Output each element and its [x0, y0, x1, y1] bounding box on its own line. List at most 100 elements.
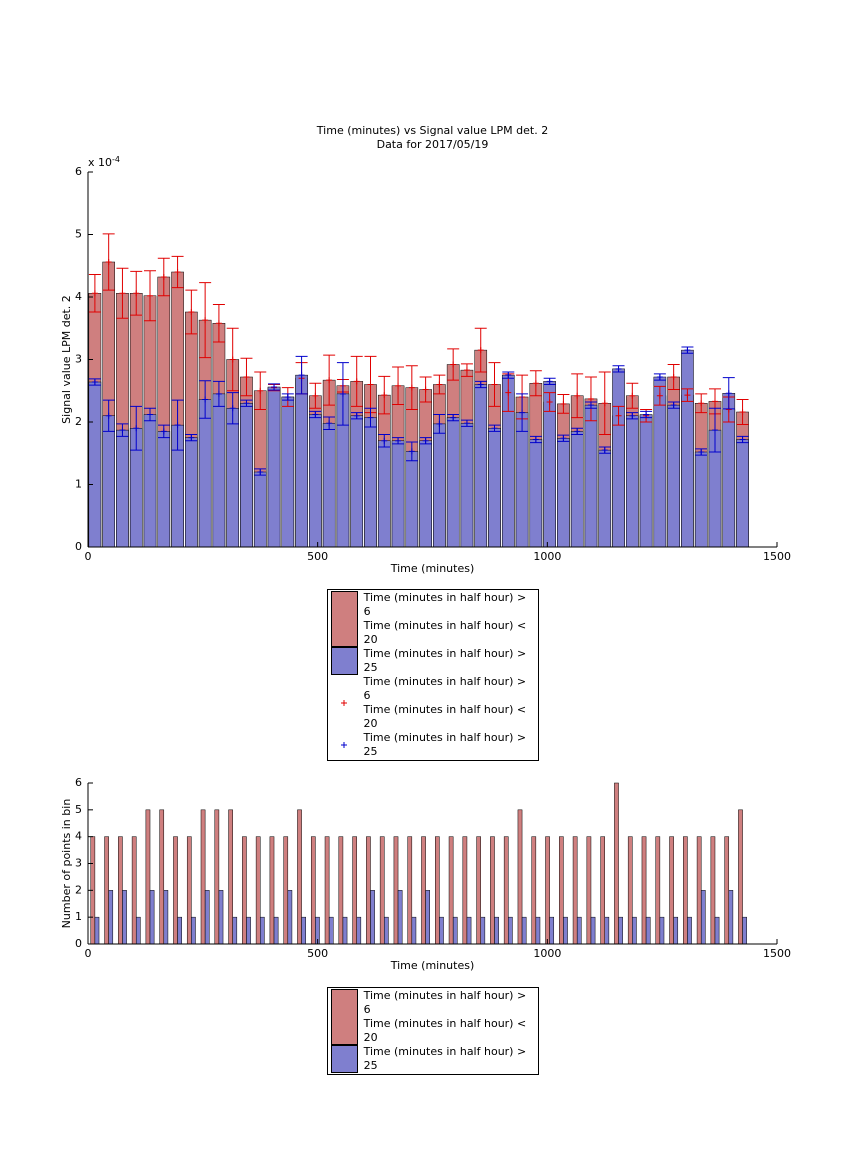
bar [198, 399, 212, 548]
bar [287, 890, 293, 945]
bar [529, 439, 543, 548]
point-marker [463, 367, 470, 374]
bar [88, 381, 102, 548]
legend-entry: Time (minutes in half hour) > 25 [331, 731, 534, 759]
bar [673, 916, 679, 945]
point-marker [160, 428, 167, 435]
bar [515, 412, 529, 548]
point-marker [353, 412, 360, 419]
x-tick-label: 500 [307, 550, 328, 563]
bar [462, 836, 468, 945]
bar [639, 414, 653, 548]
bar [246, 916, 251, 945]
point-marker [739, 409, 746, 415]
point-marker [450, 361, 457, 368]
bar [433, 423, 446, 548]
legend-entry: Time (minutes in half hour) > 6 Time (mi… [331, 591, 534, 647]
point-marker [133, 290, 140, 297]
bar [683, 836, 688, 945]
x-tick-label: 500 [307, 947, 328, 960]
bar [122, 890, 127, 945]
point-marker [202, 396, 209, 403]
bar [377, 440, 391, 548]
bar [641, 836, 647, 945]
legend-label: Time (minutes in half hour) > 6 Time (mi… [363, 989, 527, 1044]
point-marker [698, 400, 705, 407]
x-tick-label: 1500 [763, 550, 791, 563]
bar [391, 440, 405, 548]
y-axis-label: Signal value LPM det. 2 [60, 295, 73, 424]
bar [356, 916, 362, 945]
point-marker [147, 411, 154, 418]
bar [655, 836, 661, 945]
bar [586, 836, 592, 945]
bar [370, 890, 375, 945]
point-marker [491, 381, 498, 388]
point-marker [574, 428, 581, 435]
point-marker [505, 372, 512, 379]
bar [549, 916, 555, 945]
point-marker [725, 390, 732, 397]
bar [612, 368, 625, 548]
bar [667, 404, 680, 548]
bar [297, 809, 302, 945]
y-tick-label: 4 [75, 830, 82, 843]
bar [494, 916, 499, 945]
bar [476, 836, 481, 945]
point-marker [587, 395, 594, 402]
bar [185, 437, 198, 548]
bar [200, 809, 206, 945]
bar [173, 836, 178, 945]
bar [163, 890, 169, 945]
point-marker [450, 414, 457, 421]
point-marker [408, 448, 415, 455]
bar [352, 836, 357, 945]
bar [531, 836, 537, 945]
y-tick-label: 1 [75, 910, 82, 923]
bar [710, 836, 716, 945]
bar [135, 916, 141, 945]
point-marker [463, 420, 470, 427]
point-marker [532, 436, 539, 443]
point-marker [160, 274, 167, 280]
point-marker [271, 384, 278, 390]
point-marker [188, 434, 195, 441]
bar [384, 916, 389, 945]
bar [364, 417, 377, 548]
bar [700, 890, 706, 945]
legend: Time (minutes in half hour) > 6 Time (mi… [327, 589, 539, 761]
legend: Time (minutes in half hour) > 6 Time (mi… [327, 987, 539, 1075]
bar [295, 374, 308, 548]
point-marker [174, 422, 181, 429]
bar [590, 916, 596, 945]
point-marker [298, 372, 305, 379]
bar [301, 916, 306, 945]
legend-plus [341, 742, 348, 748]
point-marker [519, 409, 526, 416]
bar [328, 916, 334, 945]
bar [598, 449, 612, 548]
bar [143, 414, 157, 548]
bar [322, 423, 336, 548]
legend-entry: Time (minutes in half hour) > 25 [331, 647, 534, 675]
bar [419, 440, 432, 548]
bar [503, 836, 509, 945]
bar [480, 916, 486, 945]
bar [659, 916, 665, 945]
bar [425, 890, 430, 945]
point-marker [546, 399, 553, 405]
bar [738, 809, 743, 945]
y-tick-label: 4 [75, 290, 82, 303]
bar [724, 836, 730, 945]
y-scale-exponent: -4 [112, 155, 120, 164]
bar [508, 916, 513, 945]
point-marker [395, 437, 402, 444]
legend-swatch [331, 647, 358, 675]
bar [108, 890, 114, 945]
bar [535, 916, 541, 945]
bar [116, 429, 129, 548]
point-marker [711, 427, 718, 434]
point-marker [367, 414, 374, 421]
point-marker [601, 400, 608, 407]
